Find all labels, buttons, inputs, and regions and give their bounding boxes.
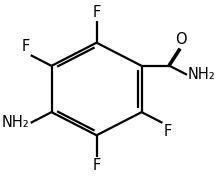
Text: F: F bbox=[92, 158, 101, 172]
Text: F: F bbox=[163, 124, 172, 139]
Text: F: F bbox=[22, 39, 30, 54]
Text: O: O bbox=[175, 32, 187, 48]
Text: F: F bbox=[92, 6, 101, 20]
Text: NH₂: NH₂ bbox=[188, 67, 216, 82]
Text: NH₂: NH₂ bbox=[2, 115, 30, 130]
